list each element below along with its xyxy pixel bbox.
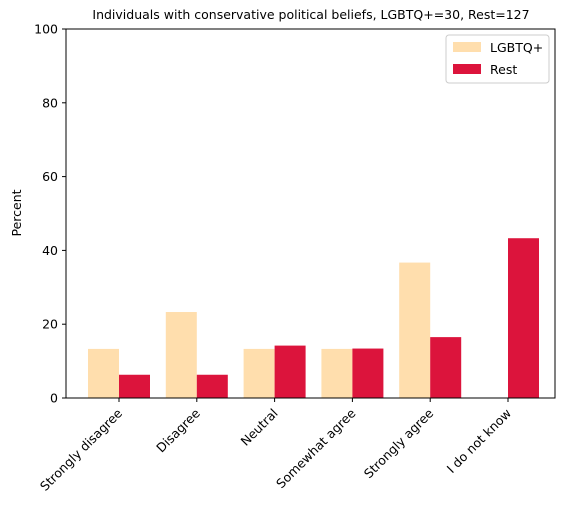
x-tick-label: Disagree xyxy=(153,405,203,455)
bar-lgbtq-2 xyxy=(243,348,275,398)
y-tick-label: 0 xyxy=(50,391,58,406)
y-axis: 0 20 40 60 80 100 xyxy=(34,22,66,406)
bar-lgbtq-4 xyxy=(399,262,431,398)
legend-swatch xyxy=(453,64,481,74)
y-tick-label: 60 xyxy=(42,169,58,184)
x-tick-label: I do not know xyxy=(444,406,515,477)
x-tick-label: Somewhat agree xyxy=(273,405,359,491)
x-tick-label: Strongly disagree xyxy=(37,405,125,493)
bar-lgbtq-3 xyxy=(321,348,353,398)
legend-label: Rest xyxy=(490,62,517,77)
bar-rest-2 xyxy=(274,345,306,398)
bar-rest-5 xyxy=(508,238,539,398)
x-tick-label: Strongly agree xyxy=(361,405,437,481)
legend: LGBTQ+ Rest xyxy=(445,34,550,84)
bar-rest-1 xyxy=(196,374,228,398)
y-tick-label: 40 xyxy=(42,243,58,258)
legend-swatch xyxy=(453,42,481,52)
x-tick-label: Neutral xyxy=(237,406,280,449)
y-tick-label: 20 xyxy=(42,317,58,332)
bar-rest-3 xyxy=(352,348,384,398)
bar-lgbtq-0 xyxy=(88,348,119,398)
bar-lgbtq-1 xyxy=(165,312,197,398)
x-axis: Strongly disagree Disagree NeutralSomewhat… xyxy=(37,398,514,494)
chart-title: Individuals with conservative political … xyxy=(92,7,529,22)
legend-label: LGBTQ+ xyxy=(490,40,543,55)
y-tick-label: 80 xyxy=(42,95,58,110)
y-axis-label: Percent xyxy=(9,189,24,236)
y-tick-label: 100 xyxy=(34,22,58,37)
plot-frame xyxy=(65,28,556,399)
bar-rest-0 xyxy=(119,374,150,398)
bars-group xyxy=(88,238,539,398)
bar-rest-4 xyxy=(430,337,462,398)
